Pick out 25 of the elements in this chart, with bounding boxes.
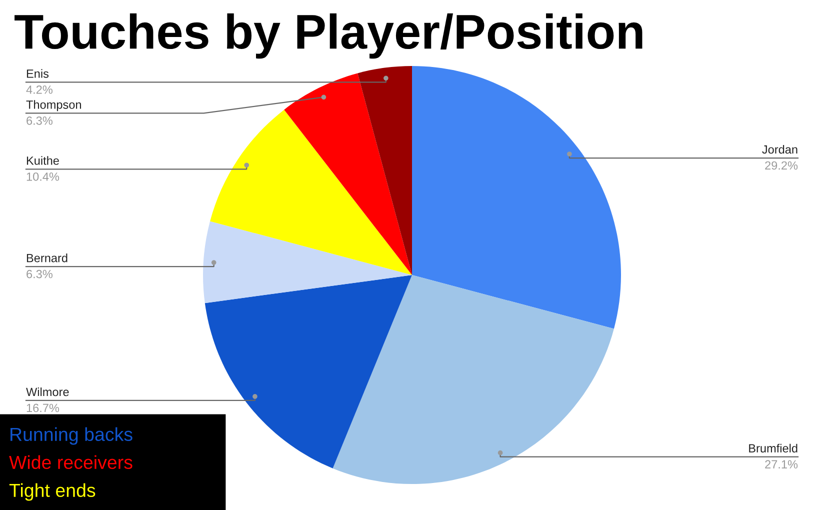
slice-label: Thompson bbox=[26, 100, 82, 112]
pie-slice bbox=[210, 110, 412, 275]
text: Running backs bbox=[10, 427, 132, 445]
data-label: 4.2% bbox=[26, 85, 52, 94]
chart-title: Touches by Player/Position bbox=[14, 13, 642, 59]
data-label: 16.7% bbox=[26, 404, 60, 412]
pie-slice bbox=[203, 221, 412, 304]
pie-slice bbox=[204, 275, 412, 468]
slice-label: Bernard bbox=[26, 254, 68, 262]
pie-slice bbox=[358, 66, 412, 275]
data-label: 6.3% bbox=[26, 116, 52, 125]
text: Wide receivers bbox=[9, 455, 132, 470]
data-label: 27.1% bbox=[765, 460, 798, 468]
slice-label: Enis bbox=[26, 69, 49, 78]
pie-slice bbox=[284, 73, 412, 275]
data-label: 10.4% bbox=[26, 172, 60, 181]
text: Tight ends bbox=[9, 483, 96, 501]
pie-slice bbox=[332, 275, 614, 484]
data-label: 6.3% bbox=[26, 270, 52, 278]
slice-label: Wilmore bbox=[26, 387, 69, 396]
pie-slice bbox=[412, 66, 621, 329]
data-label: 29.2% bbox=[765, 161, 798, 170]
slice-label: Brumfield bbox=[749, 444, 798, 452]
slice-label: Jordan bbox=[762, 145, 798, 154]
slice-label: Kuithe bbox=[26, 156, 59, 165]
